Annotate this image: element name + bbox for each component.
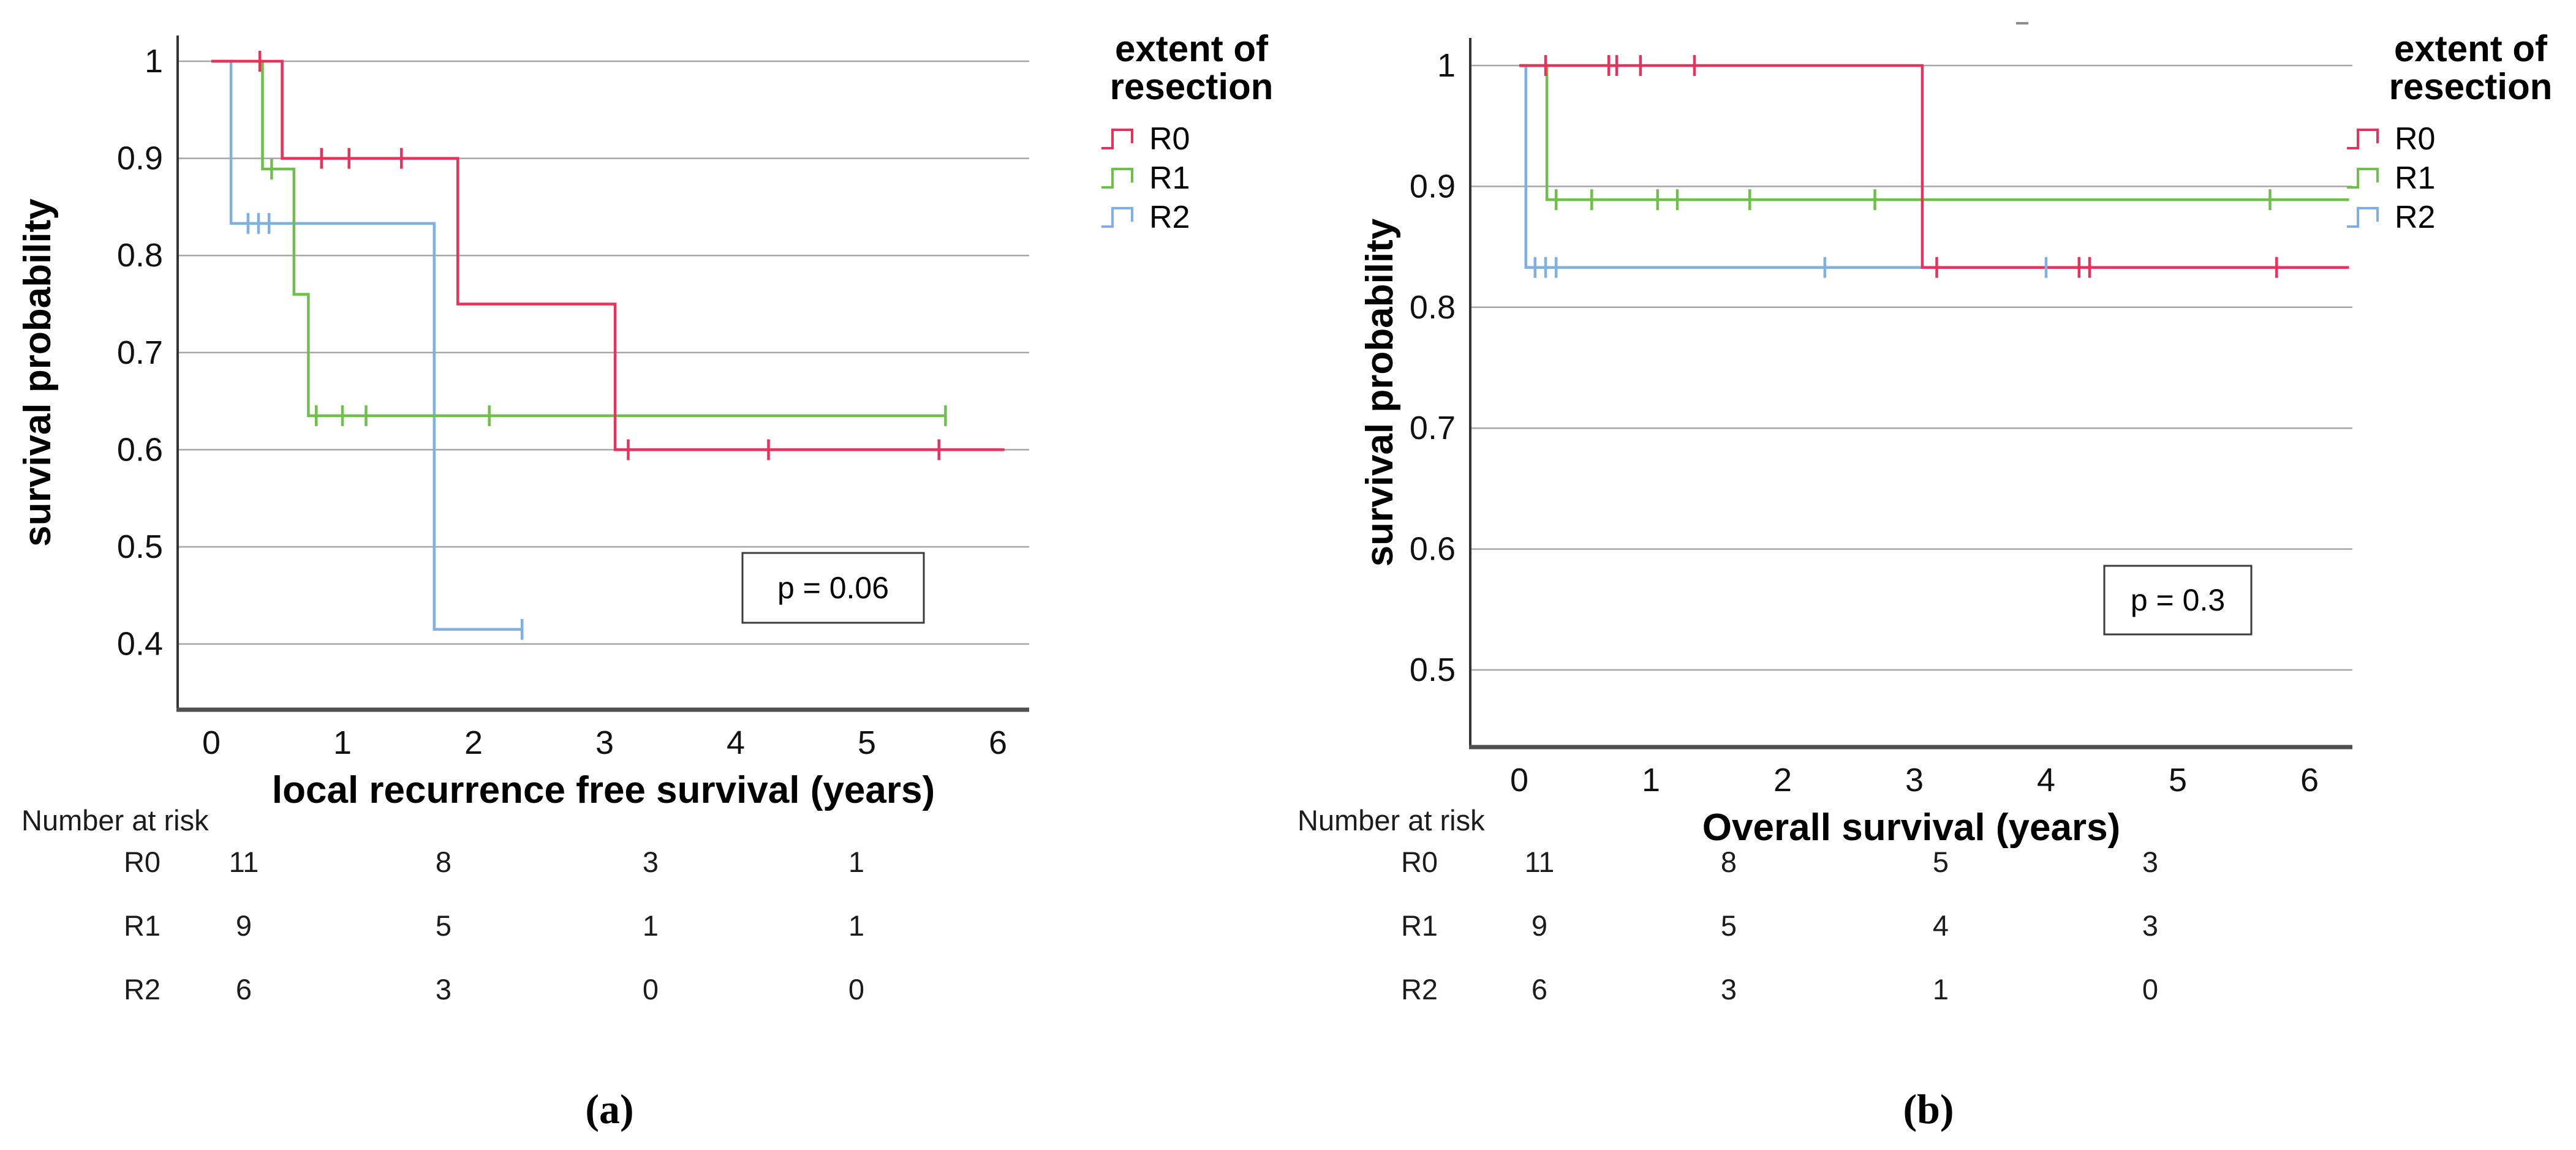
legend-step-icon-R1 [2347,168,2379,189]
x-tick-label: 1 [333,724,352,761]
x-axis-title: Overall survival (years) [1702,806,2120,849]
risk-value: 11 [229,846,259,878]
y-tick-label: 0.4 [117,626,163,663]
risk-value: 5 [436,909,451,942]
risk-value: 0 [848,973,864,1005]
risk-value: 9 [236,909,252,942]
legend-label-R1: R1 [1149,160,1190,196]
risk-value: 0 [2142,973,2158,1005]
km-chart-overall-survival: 1 0.9 0.8 0.7 0.6 0.5 0 1 2 3 4 5 6 Overall survival … [1297,22,2553,1005]
km-chart-local-recurrence: 1 0.9 0.8 0.7 0.6 0.5 0.4 0 1 2 3 4 5 6 local recurren… [17,28,1274,1005]
y-axis-title: survival probability [17,198,59,547]
x-tick-label: 0 [1510,762,1528,799]
risk-value: 8 [1721,846,1737,878]
p-value-box [2103,565,2253,636]
y-axis-title: survival probability [1359,218,1401,566]
risk-value: 3 [2142,909,2158,942]
risk-value: 1 [643,909,659,942]
legend-title: extent of [2394,28,2548,69]
risk-value: 3 [1721,973,1737,1005]
y-tick-label: 0.7 [117,334,163,371]
risk-value: 9 [1532,909,1547,942]
legend-label-R2: R2 [2395,200,2435,235]
risk-row-label-R0: R0 [1401,846,1438,878]
km-series-R1 [211,59,946,418]
x-tick-label: 2 [1773,762,1792,799]
risk-table-title: Number at risk [21,804,209,836]
y-tick-label: 0.6 [1410,531,1456,568]
legend-step-icon-R0 [1101,129,1133,149]
y-tick-label: 0.7 [1410,410,1456,446]
x-tick-label: 2 [464,724,483,761]
risk-value: 6 [236,973,252,1005]
y-tick-label: 0.8 [117,237,163,274]
risk-value: 5 [1933,846,1949,878]
risk-row-label-R0: R0 [124,846,161,878]
risk-value: 0 [643,973,659,1005]
y-tick-label: 0.9 [1410,168,1456,205]
risk-value: 6 [1532,973,1547,1005]
x-tick-label: 4 [727,724,745,761]
risk-value: 3 [643,846,659,878]
legend-label-R1: R1 [2395,160,2435,196]
p-value-box [741,552,925,624]
x-tick-label: 1 [1642,762,1660,799]
caption-a: (a) [585,1086,634,1132]
y-tick-label: 0.5 [117,528,163,565]
legend-label-R0: R0 [2395,121,2435,157]
km-series-R0 [211,59,1005,451]
x-tick-label: 5 [858,724,876,761]
risk-row-label-R2: R2 [1401,973,1438,1005]
x-tick-label: 6 [989,724,1007,761]
risk-value: 5 [1721,909,1737,942]
risk-value: 3 [436,973,451,1005]
km-series-R2 [1519,64,2093,269]
y-tick-label: 0.8 [1410,289,1456,326]
x-tick-label: 5 [2169,762,2187,799]
risk-table-title: Number at risk [1297,804,1485,836]
legend-step-icon-R2 [1101,207,1133,228]
panel-a: 1 0.9 0.8 0.7 0.6 0.5 0.4 0 1 2 3 4 5 6 local recurren… [17,28,1274,1132]
x-tick-label: 4 [2037,762,2055,799]
risk-value: 8 [436,846,451,878]
risk-value: 1 [848,909,864,942]
panel-b: 1 0.9 0.8 0.7 0.6 0.5 0 1 2 3 4 5 6 Overall survival … [1290,0,2576,1150]
legend-title: resection [1110,66,1274,107]
risk-value: 1 [1933,973,1949,1005]
risk-value: 4 [1933,909,1949,942]
risk-value: 1 [848,846,864,878]
legend-step-icon-R2 [2347,207,2379,228]
y-tick-label: 0.9 [117,140,163,177]
legend-title: resection [2389,66,2553,107]
x-tick-label: 3 [595,724,614,761]
y-tick-label: 0.6 [117,431,163,468]
risk-row-label-R2: R2 [124,973,161,1005]
km-series-R1 [1519,64,2349,201]
x-axis-title: local recurrence free survival (years) [272,769,935,811]
km-series-R0 [1519,64,2349,269]
risk-value: 11 [1525,846,1555,878]
p-value-label: p = 0.06 [777,571,889,605]
km-series-R2 [211,59,523,631]
legend-step-icon-R1 [1101,168,1133,189]
y-tick-label: 1 [1437,47,1456,84]
x-tick-label: 0 [202,724,221,761]
risk-row-label-R1: R1 [1401,909,1438,942]
x-tick-label: 3 [1905,762,1924,799]
legend-label-R0: R0 [1149,121,1190,157]
p-value-label: p = 0.3 [2131,583,2225,617]
risk-value: 3 [2142,846,2158,878]
x-tick-label: 6 [2300,762,2319,799]
y-tick-label: 0.5 [1410,652,1456,688]
legend-label-R2: R2 [1149,200,1190,235]
risk-row-label-R1: R1 [124,909,161,942]
legend-step-icon-R0 [2347,129,2379,149]
caption-b: (b) [1903,1086,1954,1132]
legend-title: extent of [1115,28,1269,69]
y-tick-label: 1 [145,43,163,80]
